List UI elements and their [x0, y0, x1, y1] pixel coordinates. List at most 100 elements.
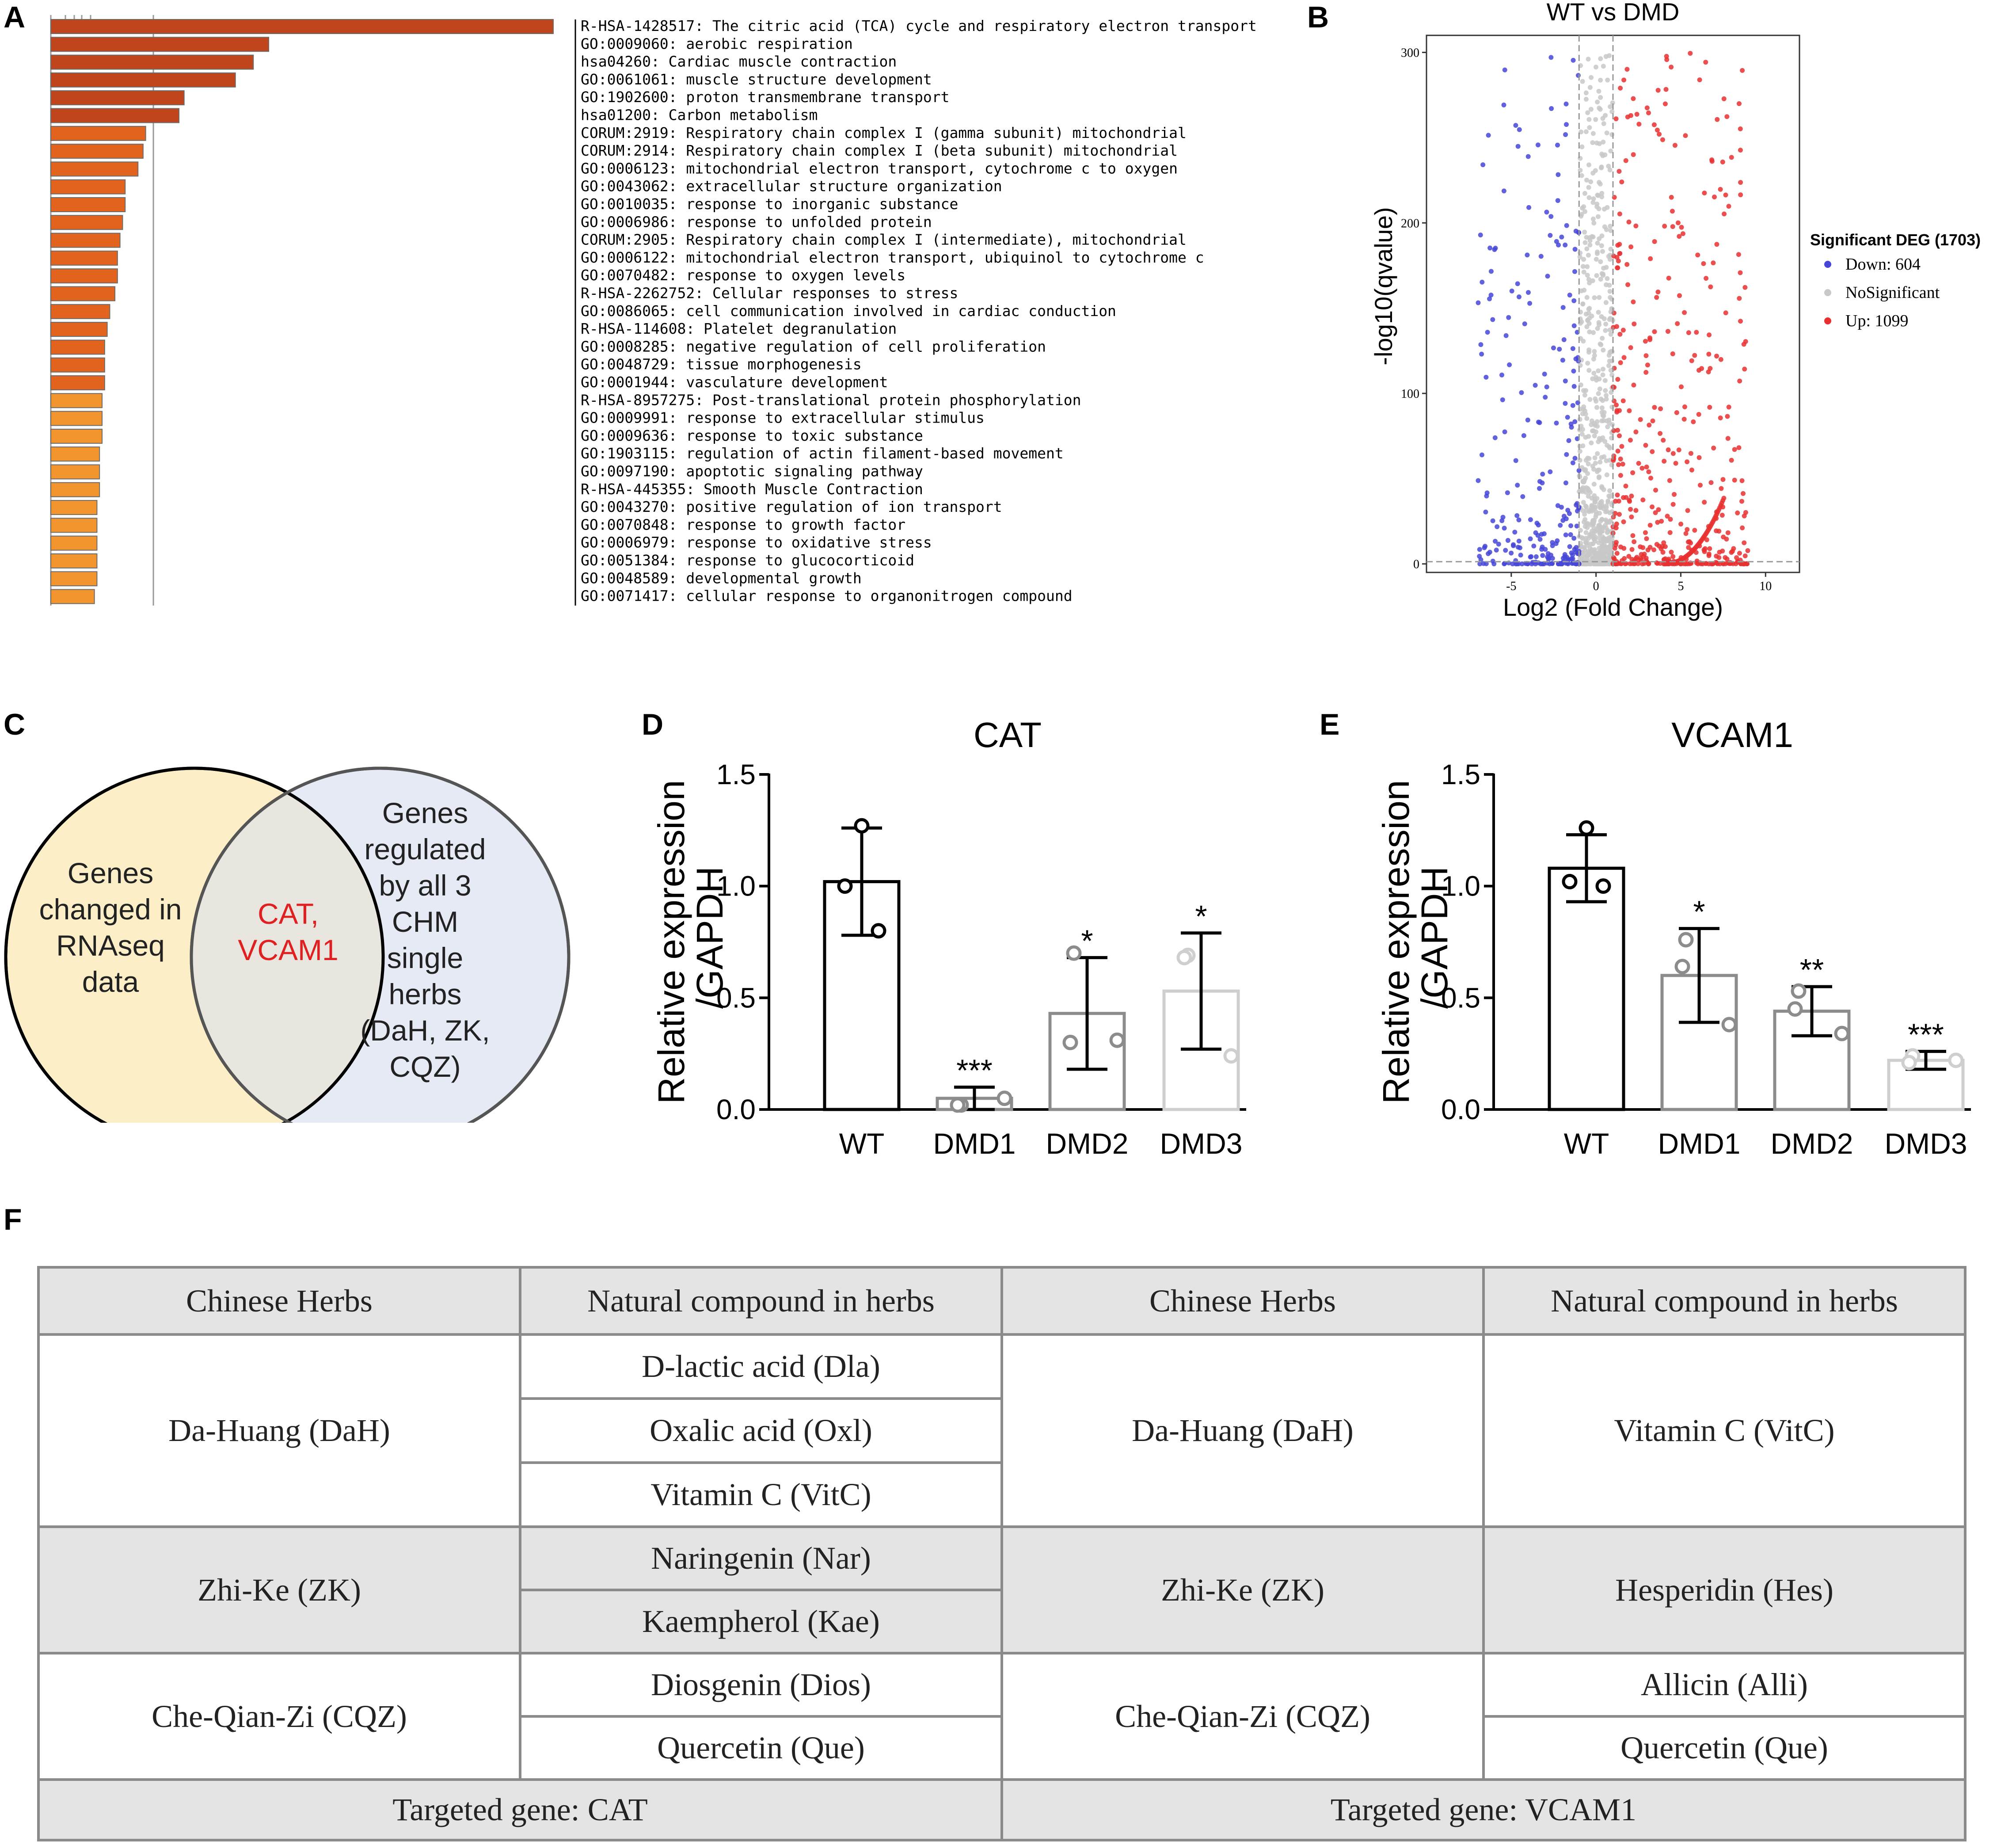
- b-point-up: [1731, 546, 1736, 551]
- b-point-down: [1518, 553, 1523, 558]
- b-point-up: [1682, 404, 1687, 409]
- herb-compound-table: Chinese Herbs Natural compound in herbs …: [37, 1266, 1967, 1841]
- e-ytick-label-2: 1.0: [1441, 870, 1480, 902]
- b-point-down: [1480, 452, 1485, 457]
- a-term-label-17: R-HSA-114608: Platelet degranulation: [581, 320, 897, 337]
- b-point-up: [1720, 160, 1725, 165]
- b-point-down: [1488, 269, 1494, 274]
- b-point-up: [1745, 548, 1750, 553]
- b-point-down: [1488, 292, 1494, 297]
- b-point-down: [1514, 513, 1520, 518]
- b-point-ns: [1605, 205, 1610, 210]
- d-xlabel-0: WT: [839, 1127, 885, 1160]
- b-point-down: [1564, 452, 1569, 457]
- e-ylabel-line1: Relative expression: [1375, 780, 1417, 1104]
- b-point-up: [1738, 192, 1743, 198]
- b-point-ns: [1608, 104, 1613, 109]
- b-point-ns: [1582, 191, 1587, 196]
- b-point-up: [1615, 449, 1620, 454]
- b-point-ns: [1601, 418, 1606, 423]
- b-point-down: [1556, 561, 1561, 567]
- b-point-ns: [1599, 455, 1604, 460]
- b-point-up: [1737, 378, 1742, 384]
- b-point-ns: [1590, 216, 1596, 221]
- e-point-3-1: [1901, 1055, 1917, 1071]
- b-point-up: [1723, 192, 1728, 198]
- b-point-down: [1477, 547, 1482, 552]
- b-point-ns: [1607, 457, 1613, 463]
- b-point-ns: [1589, 75, 1594, 80]
- b-legend-title: Significant DEG (1703): [1810, 231, 1981, 249]
- b-point-up: [1725, 530, 1731, 535]
- b-point-up: [1655, 520, 1660, 525]
- b-point-up: [1617, 512, 1622, 517]
- b-point-up: [1715, 117, 1720, 122]
- b-point-up: [1686, 330, 1691, 335]
- b-ylabel: -log10(qvalue): [1369, 207, 1397, 366]
- b-point-ns: [1608, 295, 1613, 300]
- b-xtick-label-0: -5: [1506, 579, 1516, 593]
- b-point-up: [1644, 465, 1649, 470]
- b-point-down: [1548, 469, 1553, 474]
- b-point-ns: [1586, 195, 1592, 200]
- b-point-ns: [1604, 393, 1609, 398]
- d-point-3-1: [1176, 949, 1192, 965]
- b-point-up: [1647, 335, 1653, 340]
- b-point-ns: [1586, 162, 1591, 168]
- b-point-up: [1670, 451, 1676, 456]
- b-point-up: [1667, 530, 1673, 535]
- a-bar-9: [50, 179, 126, 194]
- b-point-down: [1513, 123, 1518, 128]
- b-point-down: [1478, 233, 1483, 238]
- b-point-ns: [1582, 209, 1588, 214]
- vcam1-expression-chart: VCAM1 0.0 0.5 1.0 1.5 Relative expression/GAP…: [1375, 715, 1971, 1160]
- b-point-ns: [1580, 79, 1585, 84]
- b-point-ns: [1593, 117, 1598, 122]
- b-point-down: [1544, 210, 1549, 215]
- b-point-ns: [1598, 518, 1603, 524]
- b-point-up: [1614, 324, 1619, 329]
- b-point-ns: [1607, 168, 1613, 173]
- b-point-down: [1570, 556, 1575, 561]
- b-point-ns: [1600, 249, 1605, 254]
- e-ytick-label-3: 1.5: [1441, 759, 1480, 790]
- d-point-2-2: [1109, 1032, 1125, 1048]
- b-point-down: [1563, 401, 1568, 406]
- b-point-ns: [1602, 439, 1608, 444]
- b-point-ns: [1595, 240, 1600, 246]
- b-point-down: [1569, 550, 1574, 556]
- d-point-0-1: [837, 878, 853, 894]
- b-point-up: [1672, 492, 1677, 497]
- d-xlabel-3: DMD3: [1160, 1127, 1242, 1160]
- b-point-down: [1548, 233, 1553, 238]
- a-term-label-21: R-HSA-8957275: Post-translational protei…: [581, 391, 1081, 408]
- b-point-ns: [1610, 100, 1615, 106]
- b-point-ns: [1596, 550, 1601, 555]
- b-point-ns: [1579, 431, 1585, 437]
- b-point-up: [1631, 382, 1636, 388]
- b-point-down: [1571, 298, 1577, 303]
- b-point-down: [1478, 557, 1483, 562]
- b-point-up: [1667, 478, 1672, 483]
- b-point-up: [1654, 295, 1659, 300]
- b-point-ns: [1601, 64, 1606, 69]
- b-point-down: [1495, 524, 1500, 530]
- d-point-1-2: [997, 1090, 1012, 1106]
- b-xtick-label-1: 0: [1593, 579, 1599, 593]
- b-point-up: [1611, 253, 1617, 259]
- b-point-ns: [1593, 65, 1598, 70]
- b-point-down: [1576, 468, 1582, 473]
- b-point-down: [1556, 242, 1561, 248]
- b-point-down: [1487, 245, 1493, 251]
- b-point-up: [1627, 561, 1632, 566]
- b-point-down: [1556, 172, 1561, 177]
- b-point-down: [1563, 480, 1568, 486]
- b-point-up: [1631, 96, 1636, 101]
- b-point-down: [1525, 417, 1530, 423]
- e-significance-2: **: [1800, 953, 1824, 987]
- b-point-up: [1711, 446, 1716, 451]
- b-legend-label-1: NoSignificant: [1845, 283, 1940, 302]
- b-point-up: [1735, 510, 1740, 515]
- b-point-ns: [1598, 341, 1603, 347]
